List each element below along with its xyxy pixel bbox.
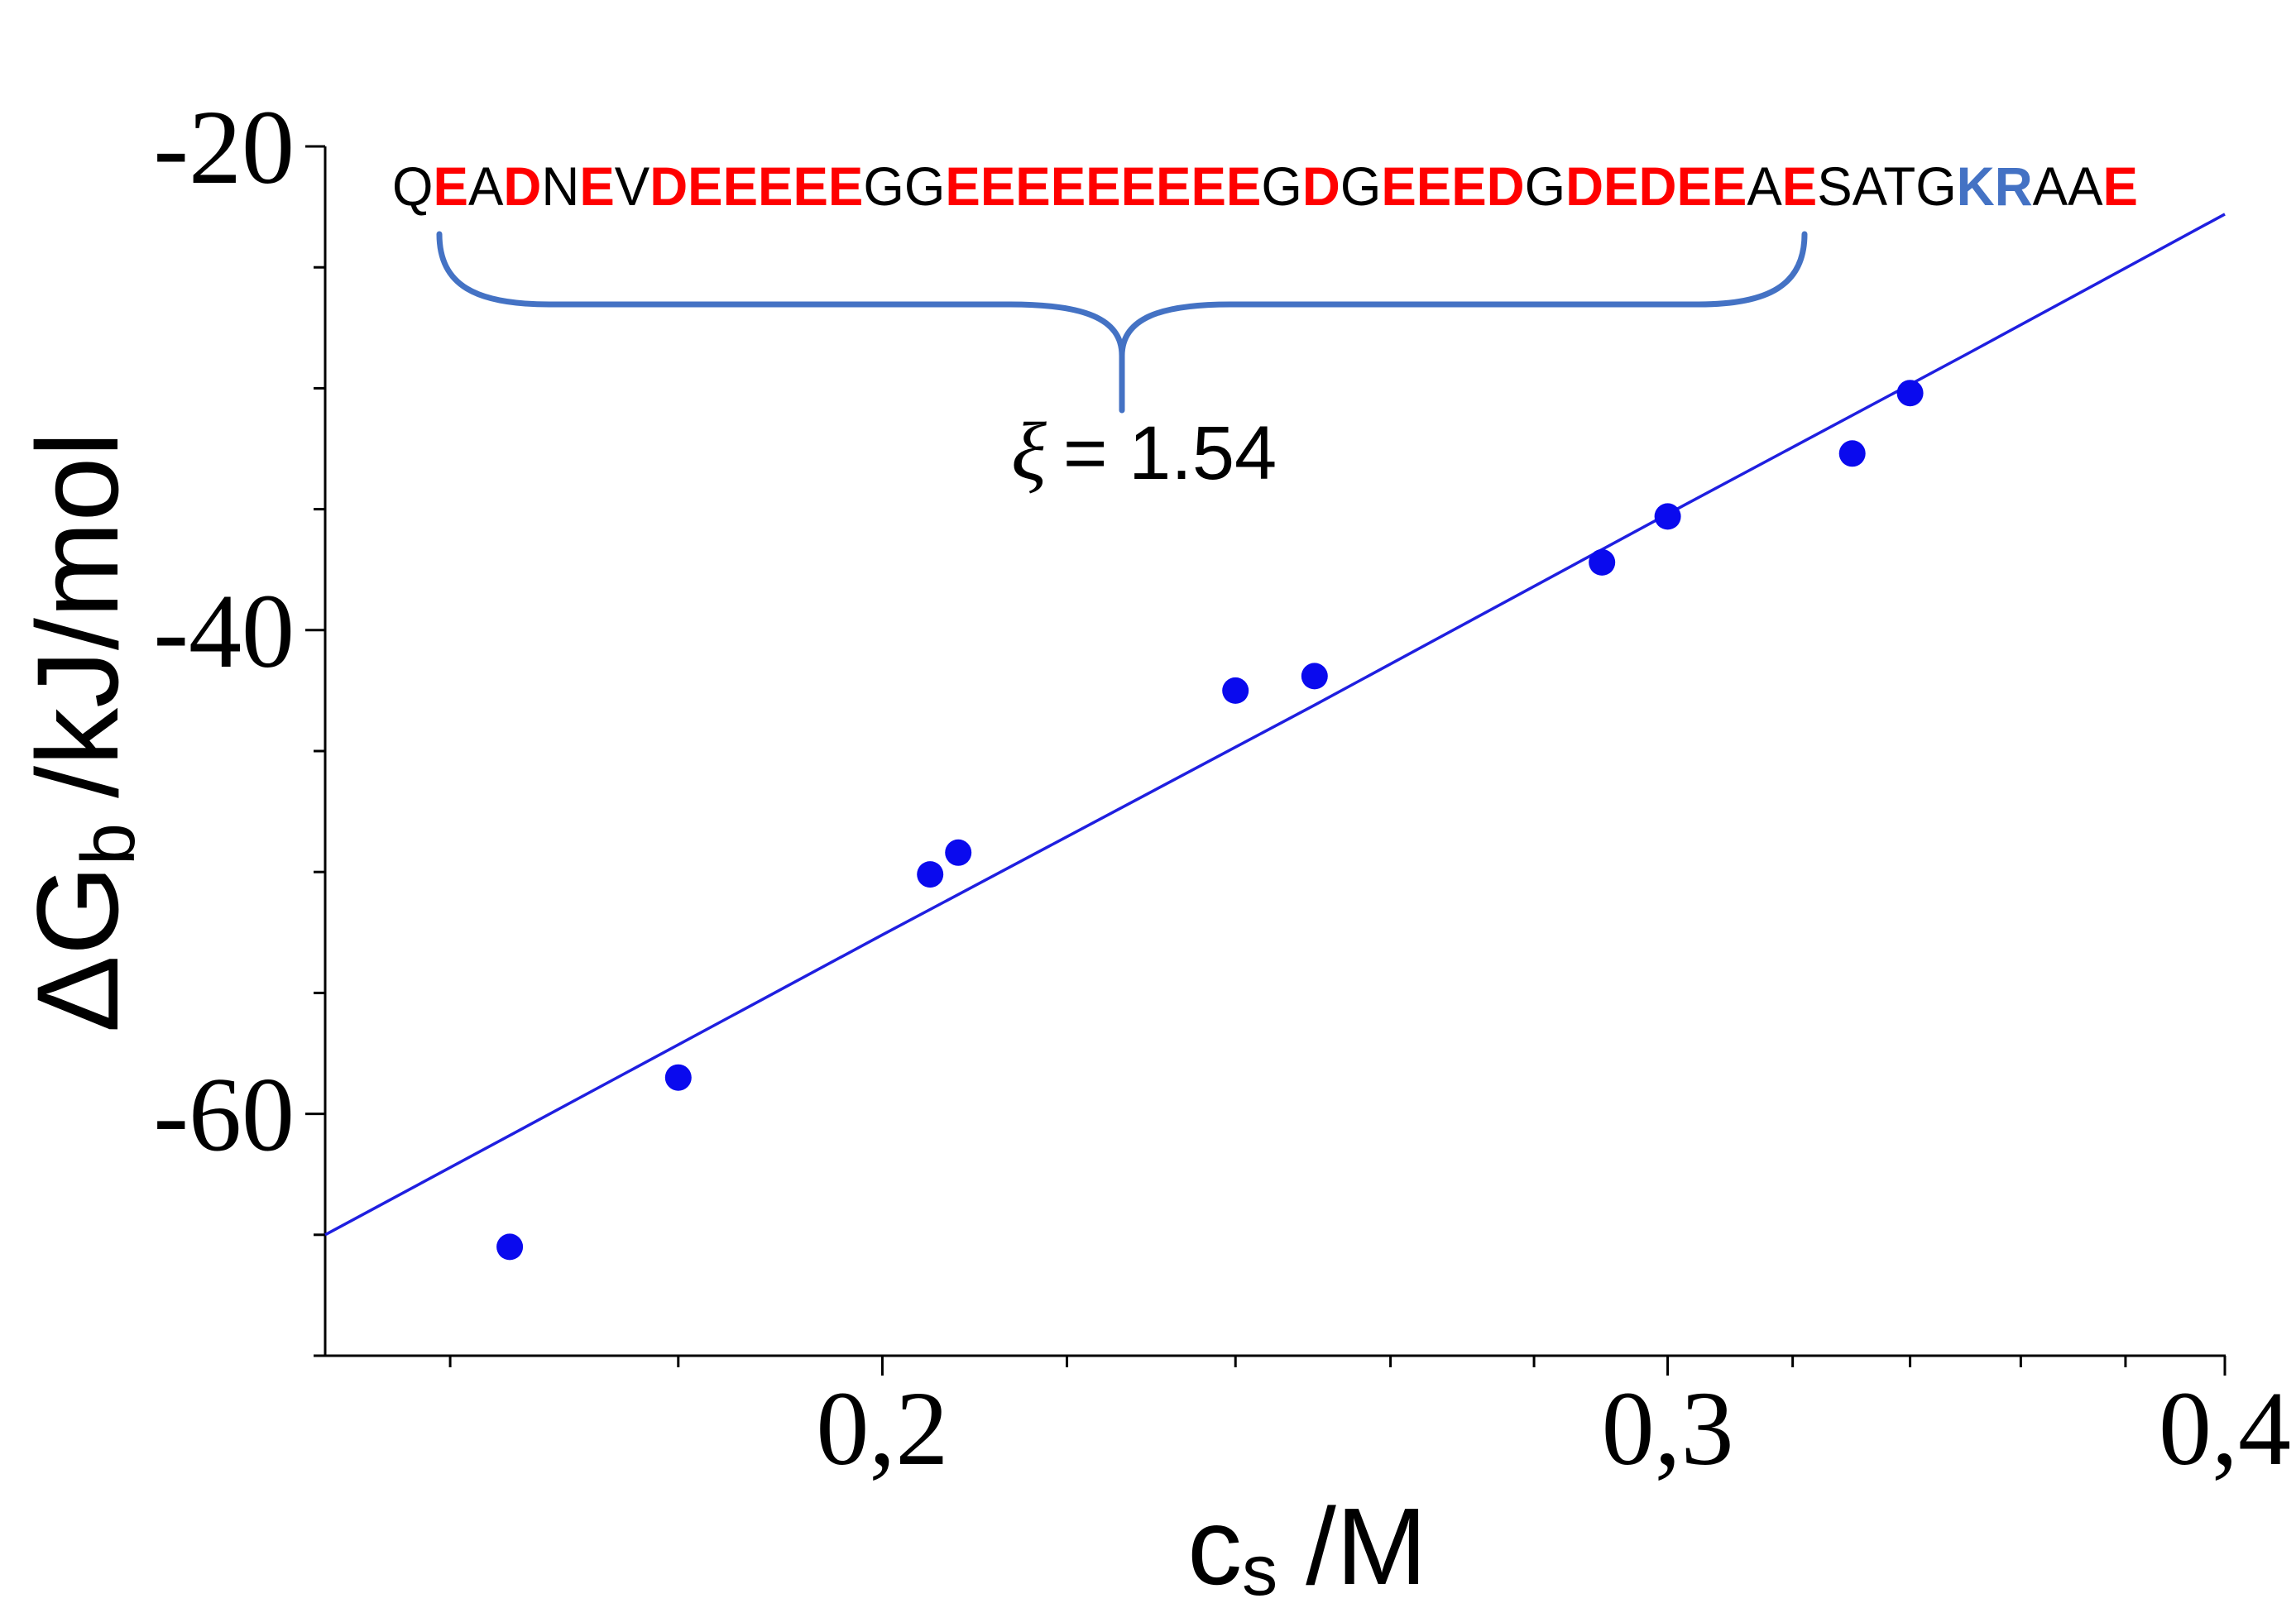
y-axis-label-subscript: b	[66, 823, 151, 865]
axis-ticks: -20 -40 -60 0,2 0,3 0,4	[153, 89, 2291, 1487]
data-point	[496, 1233, 524, 1261]
data-point	[1589, 548, 1616, 576]
x-axis-label-subscript: s	[1242, 1531, 1277, 1608]
sequence-segment: V	[615, 156, 649, 217]
y-axis-label: ΔGb/kJ/mol	[12, 432, 151, 1033]
fit-line	[324, 213, 2226, 1237]
sequence-segment: AA	[2033, 156, 2103, 217]
x-tick-label: 0,3	[1602, 1370, 1734, 1487]
sequence-segment: G	[1340, 156, 1382, 217]
sequence-segment: E	[434, 156, 468, 217]
curly-brace	[436, 231, 1808, 414]
sequence-segment: D	[1302, 156, 1340, 217]
sequence-segment: EEED	[1381, 156, 1524, 217]
sequence-segment: E	[1782, 156, 1817, 217]
sequence-segment: DEEEEE	[649, 156, 863, 217]
y-axis-label-main: ΔG	[12, 865, 142, 1032]
sequence-segment: N	[541, 156, 579, 217]
x-axis-label-main: c	[1187, 1486, 1242, 1607]
data-point	[917, 861, 944, 888]
sequence-segment: Q	[392, 156, 434, 217]
x-tick-label: 0,2	[816, 1370, 948, 1487]
sequence-segment: D	[503, 156, 541, 217]
y-tick-label: -20	[153, 89, 295, 206]
data-point	[1222, 677, 1249, 704]
x-tick-label: 0,4	[2159, 1370, 2291, 1487]
x-axis-label: cs/M	[1187, 1486, 1427, 1608]
plot-series	[324, 213, 2226, 1261]
y-axis-label-unit: /kJ/mol	[12, 432, 142, 798]
data-point	[945, 839, 972, 866]
x-axis-label-unit: /M	[1306, 1486, 1427, 1607]
data-point	[664, 1064, 692, 1091]
sequence-segment: KR	[1957, 156, 2033, 217]
sequence-segment: G	[1525, 156, 1566, 217]
sequence-segment: GG	[863, 156, 945, 217]
sequence-segment: E	[2103, 156, 2138, 217]
sequence-segment: G	[1261, 156, 1302, 217]
sequence-segment: SATG	[1817, 156, 1957, 217]
xi-value: = 1.54	[1063, 411, 1277, 495]
data-point	[1838, 440, 1866, 467]
xi-symbol: ξ	[1011, 405, 1047, 497]
sequence-annotation: QEADNEVDEEEEEGGEEEEEEEEEGDGEEEDGDEDEEAES…	[392, 156, 2138, 217]
data-point	[1654, 503, 1681, 530]
sequence-segment: A	[1747, 156, 1781, 217]
sequence-segment: DEDEE	[1565, 156, 1747, 217]
sequence-segment: EEEEEEEEE	[945, 156, 1261, 217]
y-tick-label: -60	[153, 1056, 295, 1174]
sequence-segment: E	[579, 156, 614, 217]
sequence-segment: A	[468, 156, 503, 217]
xi-label: ξ = 1.54	[1011, 405, 1277, 497]
data-point	[1301, 663, 1328, 690]
y-tick-label: -40	[153, 572, 295, 690]
data-point	[1896, 380, 1924, 407]
